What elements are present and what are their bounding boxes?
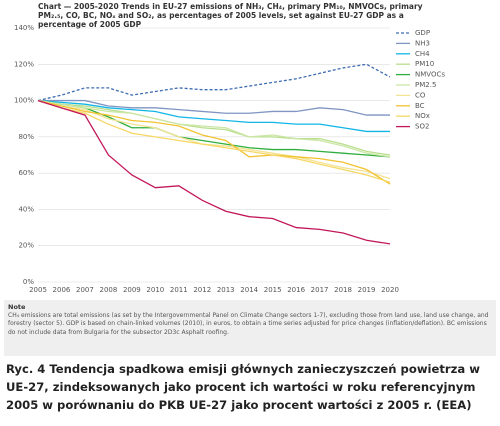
x-tick-label: 2009 bbox=[123, 286, 141, 294]
legend-label: NH3 bbox=[415, 39, 430, 47]
legend-label: NOx bbox=[415, 112, 430, 120]
y-tick-label: 140% bbox=[14, 24, 34, 32]
x-tick-label: 2014 bbox=[240, 286, 258, 294]
series-line bbox=[37, 99, 391, 158]
x-tick-label: 2010 bbox=[146, 286, 164, 294]
y-tick-label: 60% bbox=[18, 169, 34, 177]
x-tick-label: 2006 bbox=[53, 286, 71, 294]
x-tick-label: 2013 bbox=[217, 286, 235, 294]
y-tick-label: 40% bbox=[18, 205, 34, 213]
series-line bbox=[37, 99, 391, 158]
legend-label: PM10 bbox=[415, 60, 434, 68]
note-text: CH₄ emissions are total emissions (as se… bbox=[8, 311, 489, 336]
series-line bbox=[38, 99, 390, 116]
note-heading: Note bbox=[8, 303, 26, 311]
series-line bbox=[37, 63, 391, 102]
legend-label: CH4 bbox=[415, 50, 430, 58]
x-tick-label: 2020 bbox=[381, 286, 399, 294]
x-tick-label: 2017 bbox=[311, 286, 329, 294]
x-tick-label: 2007 bbox=[76, 286, 94, 294]
x-tick-label: 2008 bbox=[99, 286, 117, 294]
x-tick-label: 2005 bbox=[29, 286, 47, 294]
series-line bbox=[37, 99, 391, 180]
legend-label: PM2.5 bbox=[415, 81, 436, 89]
caption: Ryc. 4 Tendencja spadkowa emisji głównyc… bbox=[6, 362, 480, 412]
y-tick-label: 120% bbox=[14, 60, 34, 68]
y-tick-label: 100% bbox=[14, 97, 34, 105]
legend-label: CO bbox=[415, 91, 426, 99]
legend-label: BC bbox=[415, 102, 425, 110]
x-tick-label: 2016 bbox=[287, 286, 305, 294]
y-tick-label: 0% bbox=[23, 278, 34, 286]
series-line bbox=[37, 99, 391, 183]
legend-label: NMVOCs bbox=[415, 71, 445, 79]
chart: 0% 20% 40% 60% 80% 100% 120% 140% 2005 2006 2007 20… bbox=[14, 24, 445, 294]
series-line bbox=[37, 99, 391, 156]
note: Note CH₄ emissions are total emissions (… bbox=[4, 300, 496, 356]
series-line bbox=[37, 99, 391, 245]
series-line bbox=[37, 99, 391, 185]
x-tick-label: 2018 bbox=[334, 286, 352, 294]
legend-label: SO2 bbox=[415, 123, 429, 131]
series-line bbox=[37, 99, 390, 133]
y-tick-label: 20% bbox=[18, 242, 34, 250]
x-tick-label: 2011 bbox=[170, 286, 188, 294]
x-tick-label: 2012 bbox=[193, 286, 211, 294]
chart-title: Chart — 2005-2020 Trends in EU-27 emissi… bbox=[38, 2, 423, 29]
y-tick-label: 80% bbox=[18, 133, 34, 141]
legend-label: GDP bbox=[415, 29, 430, 37]
x-tick-label: 2019 bbox=[358, 286, 376, 294]
x-tick-label: 2015 bbox=[264, 286, 282, 294]
